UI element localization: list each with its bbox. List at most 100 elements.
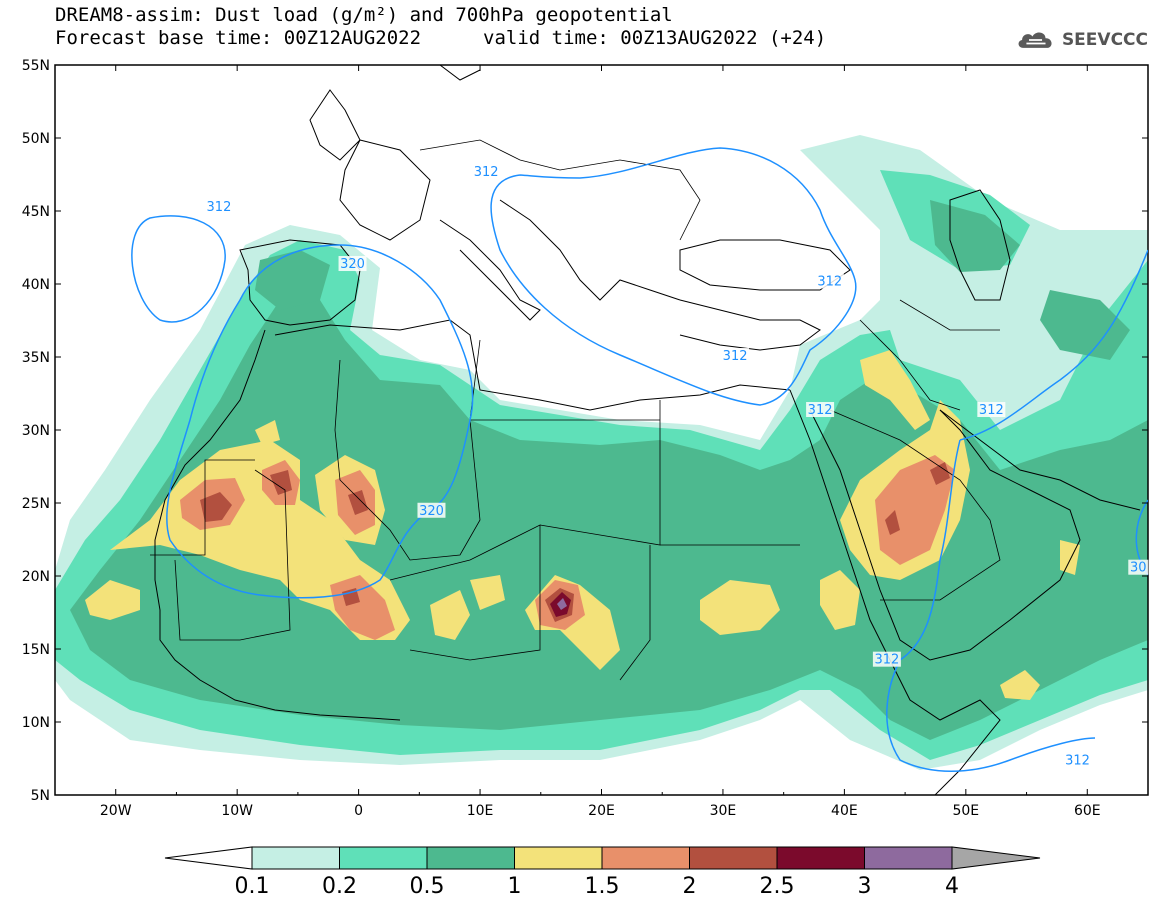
colorbar-swatch [426, 846, 515, 870]
border-western-sahara [150, 459, 255, 556]
border-iraq-iran [859, 299, 1000, 411]
dust-level-3-area [557, 598, 567, 610]
logo-text: SEEVCCC [1061, 30, 1148, 50]
contour-label-bg [977, 402, 1006, 418]
colorbar-swatch [601, 846, 690, 870]
dust-level-1-area-redsea [820, 570, 860, 630]
geopotential-contours [131, 147, 1148, 772]
lat-tick-label: 40N [22, 277, 50, 293]
border-mali [174, 469, 291, 641]
border-central-europe [419, 139, 701, 241]
colorbar-swatch [514, 846, 603, 870]
lat-tick-label: 15N [22, 642, 50, 658]
dust-level-1-area-arabian-sea [1000, 670, 1040, 700]
lat-tick-label: 5N [31, 788, 50, 804]
colorbar-level-label: 1 [508, 874, 522, 899]
lat-tick-label: 30N [22, 423, 50, 439]
lat-tick-label: 45N [22, 204, 50, 220]
lon-tick-label: 10E [467, 803, 494, 819]
colorbar-level-label: 4 [945, 874, 959, 899]
colorbar-swatch [864, 846, 953, 870]
colorbar-level-label: 2.5 [760, 874, 795, 899]
dust-level-1-area-morocco [255, 420, 280, 445]
coast-italy [439, 219, 541, 321]
dust-level-2-area-2 [270, 470, 292, 495]
contour-labels: 312 320 312 312 312 312 312 320 312 312 30 [204, 164, 1149, 768]
coast-north-africa [274, 319, 791, 411]
dust-level-2-area-1 [200, 492, 232, 522]
contour-label-bg [1063, 752, 1092, 768]
colorbar-level-label: 2 [683, 874, 697, 899]
coast-caspian [949, 189, 1011, 301]
coast-horn-africa [889, 659, 1001, 795]
seevccc-logo: SEEVCCC [1016, 26, 1148, 54]
contour-label-bg [472, 164, 501, 180]
dust-level-1-area-iraq [860, 350, 930, 430]
contour-label-bg [872, 651, 901, 667]
border-algeria [334, 339, 481, 561]
contour-label-bg [721, 348, 750, 363]
coast-anatolia [679, 299, 821, 351]
contour-312-arabia [886, 249, 1148, 772]
map-title: DREAM8-assim: Dust load (g/m²) and 700hP… [55, 4, 673, 26]
dust-level-2-area-7 [930, 462, 950, 485]
contour-label: 312 [474, 165, 499, 180]
border-niger [389, 524, 541, 661]
coast-scandinavia [439, 65, 481, 81]
dust-level-0-5-area [70, 300, 1148, 740]
dust-level-0-5-area-north [255, 250, 330, 310]
contour-label-bg [1128, 559, 1149, 575]
cloud-icon [1018, 32, 1052, 48]
lon-tick-label: 0 [354, 803, 363, 819]
dust-level-1-area-coast [85, 580, 140, 620]
coast-persian-gulf [939, 409, 1141, 511]
contour-label-bg [806, 402, 835, 418]
contour-label-bg [204, 199, 233, 215]
colorbar-level-label: 1.5 [585, 874, 620, 899]
coast-red-sea [789, 389, 891, 661]
contour-label: 312 [723, 349, 748, 364]
dust-level-1-area-sudan [700, 580, 780, 635]
contour-label: 320 [340, 257, 365, 272]
contour-320 [166, 244, 474, 599]
colorbar-level-label: 3 [858, 874, 872, 899]
border-saudi [829, 409, 1001, 601]
dust-level-2-area-6 [885, 510, 900, 535]
dust-level-0-5-area-iran [1040, 290, 1130, 360]
contour-label-bg [815, 273, 844, 289]
coast-arabia [809, 409, 1081, 661]
border-chad-sudan [619, 544, 800, 681]
contour-label: 312 [1065, 753, 1090, 768]
dust-level-2-area-3 [348, 490, 368, 515]
contour-312-central [490, 147, 857, 406]
forecast-times: Forecast base time: 00Z12AUG2022 valid ti… [55, 27, 826, 49]
lon-tick-label: 20E [588, 803, 615, 819]
contour-label-bg [417, 502, 446, 518]
colorbar-swatch [689, 846, 778, 870]
colorbar-level-label: 0.2 [322, 874, 357, 899]
base-time-label: Forecast base time: 00Z12AUG2022 [55, 27, 422, 49]
lon-tick-label: 60E [1074, 803, 1101, 819]
colorbar-level-label: 0.5 [410, 874, 445, 899]
contour-label: 312 [979, 403, 1004, 418]
coastlines [154, 65, 1141, 795]
dust-level-2-area-4 [342, 588, 360, 606]
coast-iberia [239, 239, 361, 326]
colorbar-level-label: 0.1 [235, 874, 270, 899]
lat-tick-label: 10N [22, 715, 50, 731]
longitude-ticks: 20W 10W 0 10E 20E 30E 40E 50E 60E [54, 65, 1149, 819]
colorbar-over-arrow [951, 846, 1041, 870]
lon-tick-label: 10W [221, 803, 253, 819]
country-borders [150, 139, 1001, 681]
lat-tick-label: 25N [22, 496, 50, 512]
colorbar-swatch [251, 846, 340, 870]
contour-label: 312 [817, 275, 842, 290]
colorbar-swatch [339, 846, 428, 870]
contour-label-bg [338, 256, 367, 272]
colorbar-under-arrow [164, 846, 253, 870]
coast-balkans [499, 199, 681, 301]
contour-label: 312 [808, 403, 833, 418]
lat-tick-label: 55N [22, 58, 50, 74]
dust-level-0-5-area-caspian [930, 200, 1020, 272]
